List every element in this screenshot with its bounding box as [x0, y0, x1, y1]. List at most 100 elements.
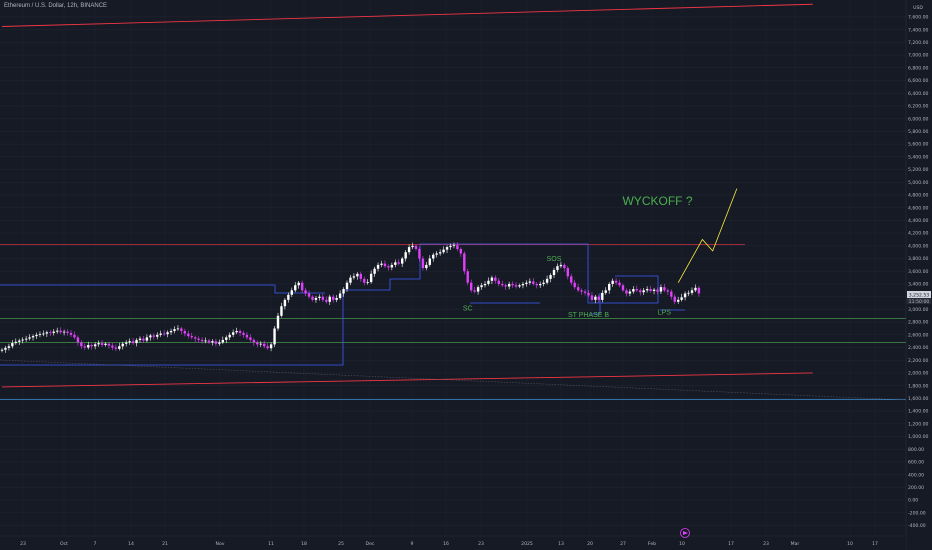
candle-body [104, 343, 107, 346]
candle-body [573, 282, 576, 288]
y-tick-label: 6,200.00 [908, 104, 929, 110]
candle-body [663, 287, 666, 291]
candle-body [131, 341, 135, 344]
candle-body [597, 296, 601, 300]
candle-body [335, 297, 338, 300]
candle-body [325, 299, 328, 302]
y-tick-label: 4,400.00 [908, 218, 929, 224]
candle-body [494, 277, 497, 281]
candle-body [80, 342, 83, 347]
candle-body [635, 289, 638, 291]
candle-body [480, 285, 483, 288]
y-tick-label: 6,000.00 [908, 116, 929, 122]
candle-body [683, 293, 687, 298]
annotation-label: SC [463, 306, 473, 313]
candle-body [587, 292, 590, 296]
candle-body [204, 340, 207, 342]
candle-body [28, 337, 31, 339]
candle-body [673, 296, 676, 302]
candle-body [356, 273, 359, 277]
countdown-text: 11:50:00 [909, 299, 930, 305]
candle-body [611, 280, 614, 284]
candle-body [428, 258, 431, 265]
candle-body [507, 283, 511, 287]
candle-body [297, 282, 300, 286]
candle-body [366, 282, 369, 283]
candles [0, 242, 701, 353]
candle-body [697, 287, 701, 294]
candle-body [52, 331, 55, 333]
time-axis[interactable] [0, 536, 906, 550]
annotation-label: ST PHASE B [568, 312, 609, 319]
candle-body [645, 289, 649, 291]
candle-body [418, 249, 421, 259]
candle-body [476, 287, 480, 292]
candle-body [559, 264, 563, 267]
candle-body [514, 285, 518, 287]
replay-icon[interactable] [680, 528, 690, 538]
candle-body [228, 334, 231, 338]
candle-body [169, 331, 173, 333]
annotation-label: LPS [658, 309, 672, 316]
y-tick-label: 7,200.00 [908, 40, 929, 46]
candle-body [97, 343, 100, 345]
candle-body [90, 345, 93, 347]
candle-body [221, 339, 224, 343]
candle-body [142, 338, 145, 341]
candle-body [73, 334, 76, 338]
currency-label: USD [913, 5, 923, 11]
candle-body [107, 343, 111, 346]
candle-body [566, 268, 569, 277]
candle-body [338, 293, 342, 298]
x-tick-label: 27 [620, 541, 626, 547]
candle-body [11, 343, 14, 347]
candle-body [42, 333, 45, 335]
x-tick-label: 16 [443, 541, 449, 547]
candle-body [238, 331, 242, 333]
y-tick-label: 5,000.00 [908, 180, 929, 186]
candle-body [456, 245, 459, 250]
candle-body [166, 332, 169, 335]
candle-body [332, 296, 335, 300]
x-tick-label: 11 [268, 541, 274, 547]
candle-body [459, 249, 463, 254]
plot-background [0, 0, 906, 536]
x-tick-label: 10 [847, 541, 853, 547]
x-tick-label: 13 [558, 541, 564, 547]
candle-body [625, 290, 628, 294]
range-box [0, 284, 325, 294]
candle-body [690, 290, 694, 293]
candle-body [118, 346, 121, 349]
drawings [0, 3, 907, 401]
y-tick-label: 200.00 [908, 485, 924, 491]
candle-body [83, 346, 86, 348]
candle-body [311, 296, 314, 300]
annotation-label: WYCKOFF ? [622, 194, 692, 208]
candle-body [14, 341, 17, 344]
candle-body [176, 328, 180, 330]
candle-body [214, 341, 218, 344]
x-tick-label: 14 [128, 541, 134, 547]
candle-body [394, 262, 397, 265]
y-tick-label: -200.00 [908, 510, 926, 516]
candle-body [114, 347, 118, 349]
y-tick-label: 2,600.00 [908, 332, 929, 338]
price-axis[interactable] [906, 0, 932, 550]
y-tick-label: 5,600.00 [908, 142, 929, 148]
x-tick-label: 9 [411, 541, 414, 547]
candle-body [156, 334, 159, 337]
candle-body [100, 343, 104, 346]
symbol-header: Ethereum / U.S. Dollar, 12h, BINANCE [4, 3, 108, 9]
candle-body [352, 276, 356, 278]
candle-body [601, 292, 604, 300]
candle-body [604, 290, 607, 293]
candle-body [549, 275, 552, 279]
y-tick-label: 5,800.00 [908, 129, 929, 135]
candle-body [435, 253, 438, 255]
candle-body [642, 290, 645, 293]
candle-body [283, 299, 287, 307]
annotation-label: SOS [547, 256, 562, 263]
candle-body [21, 339, 24, 341]
candle-body [218, 342, 221, 344]
